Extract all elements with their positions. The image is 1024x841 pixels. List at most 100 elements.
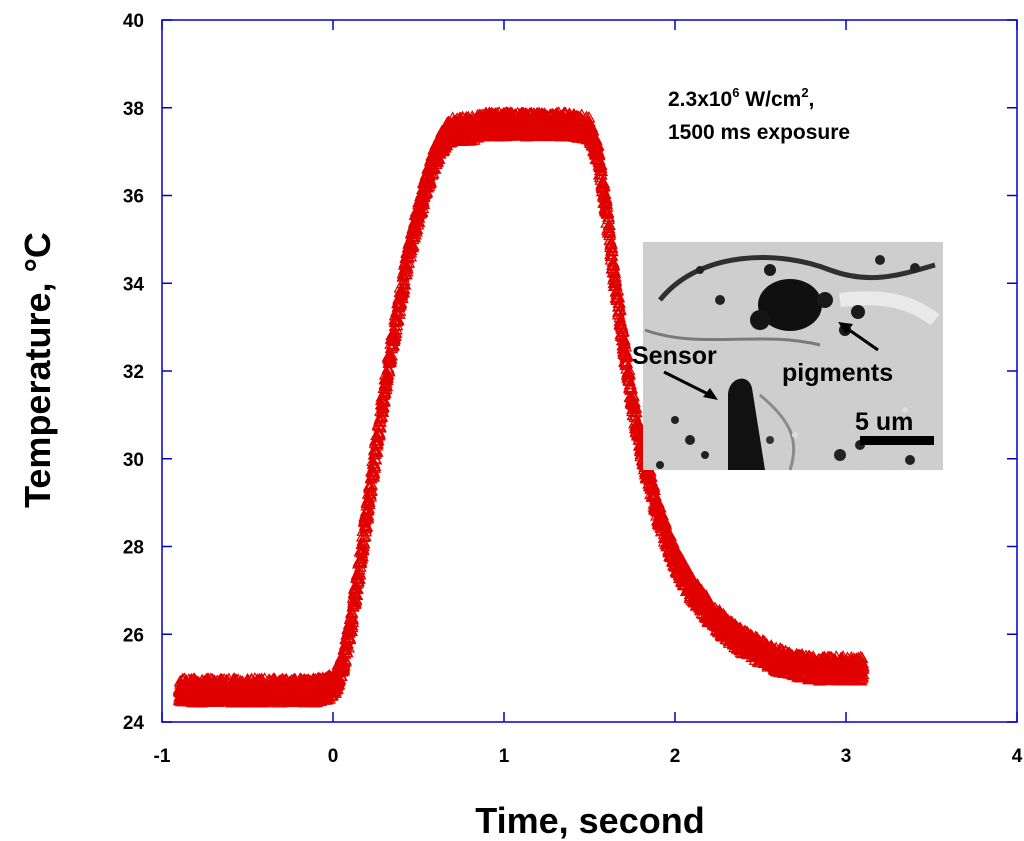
data-point: [401, 251, 415, 264]
data-point: [412, 215, 426, 227]
data-point: [357, 536, 371, 548]
data-point: [531, 118, 545, 130]
data-point: [788, 657, 802, 670]
data-point: [346, 615, 359, 627]
data-point: [805, 662, 819, 674]
data-point: [651, 504, 665, 516]
y-tick-label: 30: [123, 450, 144, 471]
data-point: [420, 175, 434, 187]
data-point: [600, 205, 614, 218]
data-point: [391, 313, 405, 325]
data-point: [480, 118, 494, 130]
data-point: [352, 565, 366, 578]
data-point: [343, 632, 357, 645]
data-point: [360, 519, 374, 532]
data-point: [583, 122, 596, 134]
data-point: [719, 622, 733, 635]
data-point: [410, 225, 423, 237]
exposure-annotation-line1: 2.3x106 W/cm2,: [668, 85, 814, 111]
x-axis: -1 0 1 2 3 4: [154, 20, 1023, 767]
data-point: [356, 542, 370, 555]
sensor-tip: [728, 378, 765, 470]
data-point: [408, 230, 422, 243]
x-tick-label: -1: [154, 746, 171, 767]
data-point: [406, 238, 420, 251]
pigments-arrow: [844, 325, 879, 352]
data-point: [372, 427, 386, 440]
data-point: [603, 226, 617, 239]
data-point: [623, 367, 636, 380]
data-point: [369, 453, 383, 465]
data-point: [394, 284, 408, 297]
sensor-arrow: [663, 370, 713, 398]
pigment-cluster: [758, 279, 822, 331]
data-point: [402, 256, 416, 268]
data-point: [620, 349, 634, 362]
data-point: [382, 364, 396, 377]
y-axis: 24 26 28 30 32 34 36 38 40: [123, 11, 1017, 734]
data-point: [736, 635, 750, 648]
x-tick-label: 1: [499, 746, 510, 767]
data-point: [326, 679, 340, 692]
x-tick-label: 2: [670, 746, 681, 767]
data-point: [349, 596, 362, 608]
data-point: [397, 273, 411, 286]
data-point: [605, 241, 619, 253]
data-point: [629, 405, 643, 418]
data-point: [241, 684, 254, 696]
pigments-label: pigments: [782, 359, 893, 387]
data-point: [360, 504, 374, 516]
data-point: [356, 539, 370, 551]
data-point: [362, 495, 376, 508]
data-point: [275, 684, 289, 696]
x-tick-label: 4: [1012, 746, 1023, 767]
data-point: [822, 662, 836, 674]
microscope-inset: Sensor pigments 5 um: [632, 242, 943, 471]
exposure-annotation-line2: 1500 ms exposure: [668, 121, 850, 144]
data-point: [685, 583, 699, 595]
data-point: [668, 552, 682, 564]
data-point: [591, 148, 605, 161]
data-point: [350, 588, 364, 600]
data-point: [856, 670, 870, 682]
data-point: [223, 684, 237, 696]
data-point: [625, 394, 639, 406]
data-point: [377, 394, 391, 407]
data-point: [361, 511, 375, 524]
y-tick-label: 36: [123, 187, 144, 208]
data-point: [839, 662, 853, 674]
data-point: [393, 304, 407, 316]
data-point: [754, 644, 767, 657]
data-point: [632, 419, 646, 431]
data-point: [620, 356, 634, 369]
data-point: [617, 334, 631, 347]
data-point: [702, 605, 716, 617]
data-point: [856, 656, 870, 668]
data-point: [393, 298, 407, 311]
data-point: [454, 122, 468, 134]
data-point: [602, 221, 616, 233]
data-point: [415, 204, 429, 217]
data-point: [396, 286, 410, 298]
data-point: [354, 555, 368, 568]
data-point: [351, 582, 364, 594]
data-point: [346, 611, 359, 624]
data-point: [400, 265, 414, 277]
data-point: [398, 277, 412, 290]
y-tick-label: 34: [123, 274, 145, 295]
data-point: [385, 348, 399, 361]
data-point: [355, 552, 369, 564]
data-point: [595, 164, 609, 177]
data-point: [384, 352, 398, 365]
data-point: [404, 249, 418, 262]
data-point: [355, 549, 369, 562]
data-point: [384, 355, 398, 367]
data-point: [335, 662, 348, 674]
data-point: [323, 692, 337, 704]
data-point: [642, 473, 656, 485]
scale-label: 5 um: [855, 408, 913, 436]
data-point: [806, 650, 820, 662]
data-point: [403, 240, 417, 253]
data-point: [172, 684, 186, 696]
data-point: [395, 291, 409, 304]
